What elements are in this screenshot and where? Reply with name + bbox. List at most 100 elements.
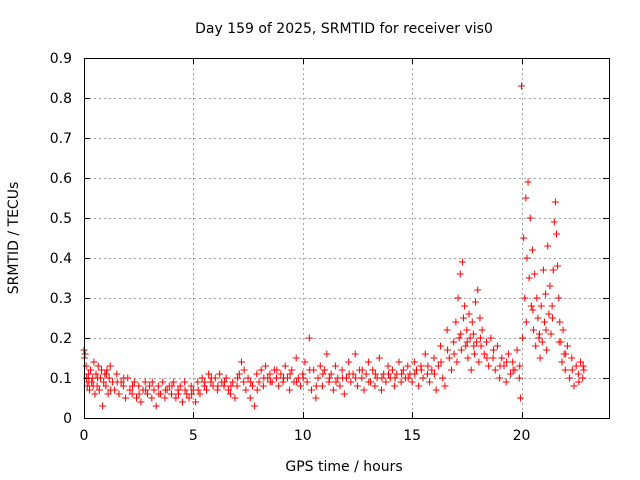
data-point bbox=[490, 346, 497, 354]
data-point bbox=[323, 350, 331, 358]
data-point bbox=[487, 334, 495, 342]
data-point bbox=[546, 282, 554, 290]
data-point bbox=[129, 382, 137, 390]
data-point bbox=[345, 358, 353, 366]
data-point bbox=[244, 374, 252, 382]
data-point bbox=[411, 370, 419, 378]
data-point bbox=[207, 374, 215, 382]
data-point bbox=[255, 378, 263, 386]
data-point bbox=[404, 362, 412, 370]
y-tick-label: 0.8 bbox=[50, 91, 72, 107]
data-point bbox=[84, 370, 92, 378]
data-point bbox=[227, 390, 235, 398]
data-point bbox=[577, 358, 585, 366]
data-point bbox=[580, 366, 588, 374]
data-point bbox=[340, 390, 348, 398]
data-point bbox=[224, 386, 232, 394]
x-tick-label: 5 bbox=[189, 428, 198, 444]
data-point bbox=[273, 366, 281, 374]
data-point bbox=[448, 366, 455, 374]
data-point bbox=[371, 382, 379, 390]
data-point bbox=[540, 318, 548, 326]
data-point bbox=[476, 334, 484, 342]
data-point bbox=[469, 330, 477, 338]
data-point bbox=[318, 382, 326, 390]
data-point bbox=[253, 386, 261, 394]
data-point bbox=[198, 374, 206, 382]
data-point bbox=[332, 362, 340, 370]
data-point bbox=[246, 394, 254, 402]
data-point bbox=[120, 374, 128, 382]
data-point bbox=[273, 374, 280, 382]
data-point bbox=[404, 374, 412, 382]
data-point bbox=[444, 346, 452, 354]
y-tick-label: 0.7 bbox=[50, 131, 72, 147]
data-point bbox=[434, 362, 442, 370]
data-point bbox=[319, 370, 327, 378]
data-point bbox=[485, 362, 493, 370]
data-point bbox=[475, 358, 483, 366]
data-point bbox=[574, 370, 582, 378]
data-point bbox=[126, 386, 134, 394]
data-point bbox=[493, 342, 501, 350]
x-tick-label: 0 bbox=[80, 428, 89, 444]
data-point bbox=[312, 382, 320, 390]
data-point bbox=[90, 358, 98, 366]
data-point bbox=[100, 378, 108, 386]
data-point bbox=[297, 382, 305, 390]
x-tick-label: 15 bbox=[403, 428, 421, 444]
data-point bbox=[498, 354, 506, 362]
data-point bbox=[397, 378, 405, 386]
data-point bbox=[439, 374, 447, 382]
data-point bbox=[338, 366, 346, 374]
data-point bbox=[105, 374, 113, 382]
data-point bbox=[347, 378, 355, 386]
data-point bbox=[146, 382, 154, 390]
data-point bbox=[454, 294, 462, 302]
data-point bbox=[248, 382, 256, 390]
data-point bbox=[329, 386, 337, 394]
data-point bbox=[478, 326, 486, 334]
data-point bbox=[299, 374, 307, 382]
data-point bbox=[91, 390, 99, 398]
data-point bbox=[161, 394, 169, 402]
data-point bbox=[148, 378, 156, 386]
data-point bbox=[293, 378, 301, 386]
y-tick-label: 0.1 bbox=[50, 371, 72, 387]
data-point bbox=[185, 394, 193, 402]
data-point bbox=[464, 354, 472, 362]
data-point bbox=[504, 350, 512, 358]
data-point bbox=[536, 354, 544, 362]
y-tick-labels: 0 0.1 0.2 0.3 0.4 0.5 0.6 0.7 0.8 0.9 bbox=[50, 51, 72, 427]
data-point bbox=[305, 334, 313, 342]
data-point bbox=[465, 310, 473, 318]
data-point bbox=[142, 386, 150, 394]
data-point bbox=[339, 374, 347, 382]
data-point bbox=[137, 398, 145, 406]
data-point bbox=[378, 386, 385, 394]
data-point bbox=[453, 358, 461, 366]
data-point bbox=[286, 370, 294, 378]
data-point bbox=[421, 350, 429, 358]
data-point bbox=[82, 362, 90, 370]
data-point bbox=[325, 374, 333, 382]
data-point bbox=[178, 398, 186, 406]
data-point bbox=[122, 394, 130, 402]
data-point bbox=[463, 326, 471, 334]
data-point bbox=[477, 342, 485, 350]
data-point bbox=[353, 382, 361, 390]
data-point bbox=[306, 366, 314, 374]
data-point bbox=[275, 382, 283, 390]
data-point bbox=[529, 306, 537, 314]
data-point bbox=[266, 378, 274, 386]
data-point bbox=[115, 390, 123, 398]
data-point bbox=[539, 266, 547, 274]
data-point bbox=[106, 362, 114, 370]
data-point bbox=[547, 330, 555, 338]
data-point bbox=[426, 378, 434, 386]
data-point bbox=[538, 338, 546, 346]
data-point bbox=[535, 330, 543, 338]
data-point bbox=[312, 394, 320, 402]
